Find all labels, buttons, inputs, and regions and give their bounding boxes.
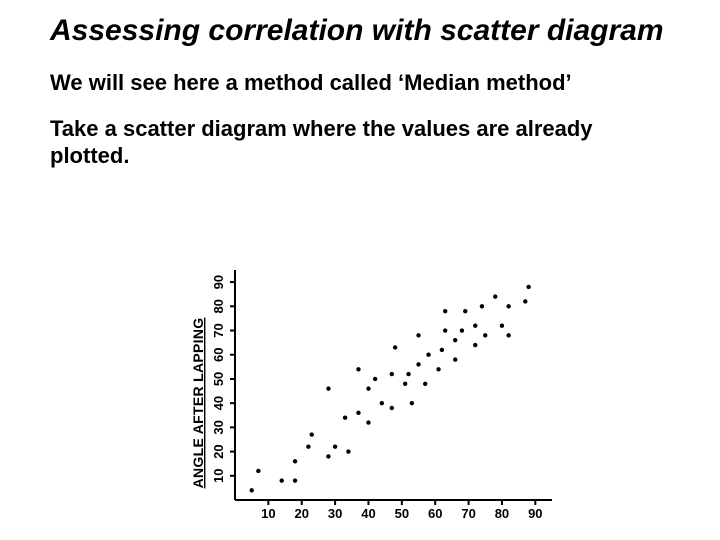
scatter-point <box>390 372 394 376</box>
scatter-point <box>453 357 457 361</box>
scatter-point <box>403 382 407 386</box>
x-tick-label: 80 <box>495 506 509 521</box>
scatter-point <box>390 406 394 410</box>
y-tick-label: 20 <box>211 444 226 458</box>
scatter-point <box>306 445 310 449</box>
scatter-point <box>280 478 284 482</box>
y-tick-label: 10 <box>211 469 226 483</box>
y-axis-label: ANGLE AFTER LAPPING <box>190 318 206 489</box>
scatter-point <box>506 333 510 337</box>
scatter-point <box>310 432 314 436</box>
scatter-point <box>380 401 384 405</box>
scatter-point <box>416 362 420 366</box>
x-tick-label: 70 <box>461 506 475 521</box>
x-tick-label: 10 <box>261 506 275 521</box>
scatter-point <box>463 309 467 313</box>
scatter-point <box>500 323 504 327</box>
scatter-point <box>436 367 440 371</box>
scatter-point <box>373 377 377 381</box>
x-tick-label: 60 <box>428 506 442 521</box>
slide-title: Assessing correlation with scatter diagr… <box>50 14 670 48</box>
x-tick-label: 50 <box>395 506 409 521</box>
scatter-point <box>440 348 444 352</box>
scatter-point <box>410 401 414 405</box>
scatter-point <box>443 309 447 313</box>
scatter-point <box>256 469 260 473</box>
y-tick-label: 70 <box>211 323 226 337</box>
y-tick-label: 40 <box>211 396 226 410</box>
x-tick-label: 90 <box>528 506 542 521</box>
scatter-point <box>506 304 510 308</box>
scatter-point <box>343 415 347 419</box>
scatter-point <box>366 386 370 390</box>
scatter-point <box>423 382 427 386</box>
paragraph-2: Take a scatter diagram where the values … <box>50 116 670 170</box>
scatter-point <box>293 459 297 463</box>
scatter-point <box>293 478 297 482</box>
scatter-point <box>346 449 350 453</box>
scatter-point <box>526 285 530 289</box>
x-tick-label: 30 <box>328 506 342 521</box>
scatter-point <box>326 386 330 390</box>
scatter-point <box>249 488 253 492</box>
y-tick-label: 30 <box>211 420 226 434</box>
scatter-point <box>493 294 497 298</box>
scatter-diagram: 10 20 30 40 50 60 70 80 90 10 20 30 40 50 60 70 80 90 ANGL… <box>175 265 560 525</box>
scatter-point <box>443 328 447 332</box>
scatter-point <box>523 299 527 303</box>
scatter-point <box>356 367 360 371</box>
paragraph-1: We will see here a method called ‘Median… <box>50 70 670 97</box>
scatter-svg: 10 20 30 40 50 60 70 80 90 10 20 30 40 50 60 70 80 90 ANGL… <box>175 265 560 525</box>
y-tick-label: 50 <box>211 372 226 386</box>
scatter-point <box>453 338 457 342</box>
y-tick-label: 80 <box>211 299 226 313</box>
scatter-point <box>333 445 337 449</box>
scatter-point <box>366 420 370 424</box>
scatter-point <box>473 343 477 347</box>
y-tick-label: 60 <box>211 348 226 362</box>
x-tick-label: 40 <box>361 506 375 521</box>
scatter-point <box>326 454 330 458</box>
scatter-point <box>480 304 484 308</box>
scatter-point <box>416 333 420 337</box>
scatter-point <box>356 411 360 415</box>
scatter-point <box>483 333 487 337</box>
scatter-point <box>460 328 464 332</box>
x-tick-label: 20 <box>295 506 309 521</box>
scatter-point <box>426 353 430 357</box>
scatter-point <box>406 372 410 376</box>
y-tick-label: 90 <box>211 275 226 289</box>
scatter-point <box>393 345 397 349</box>
scatter-point <box>473 323 477 327</box>
